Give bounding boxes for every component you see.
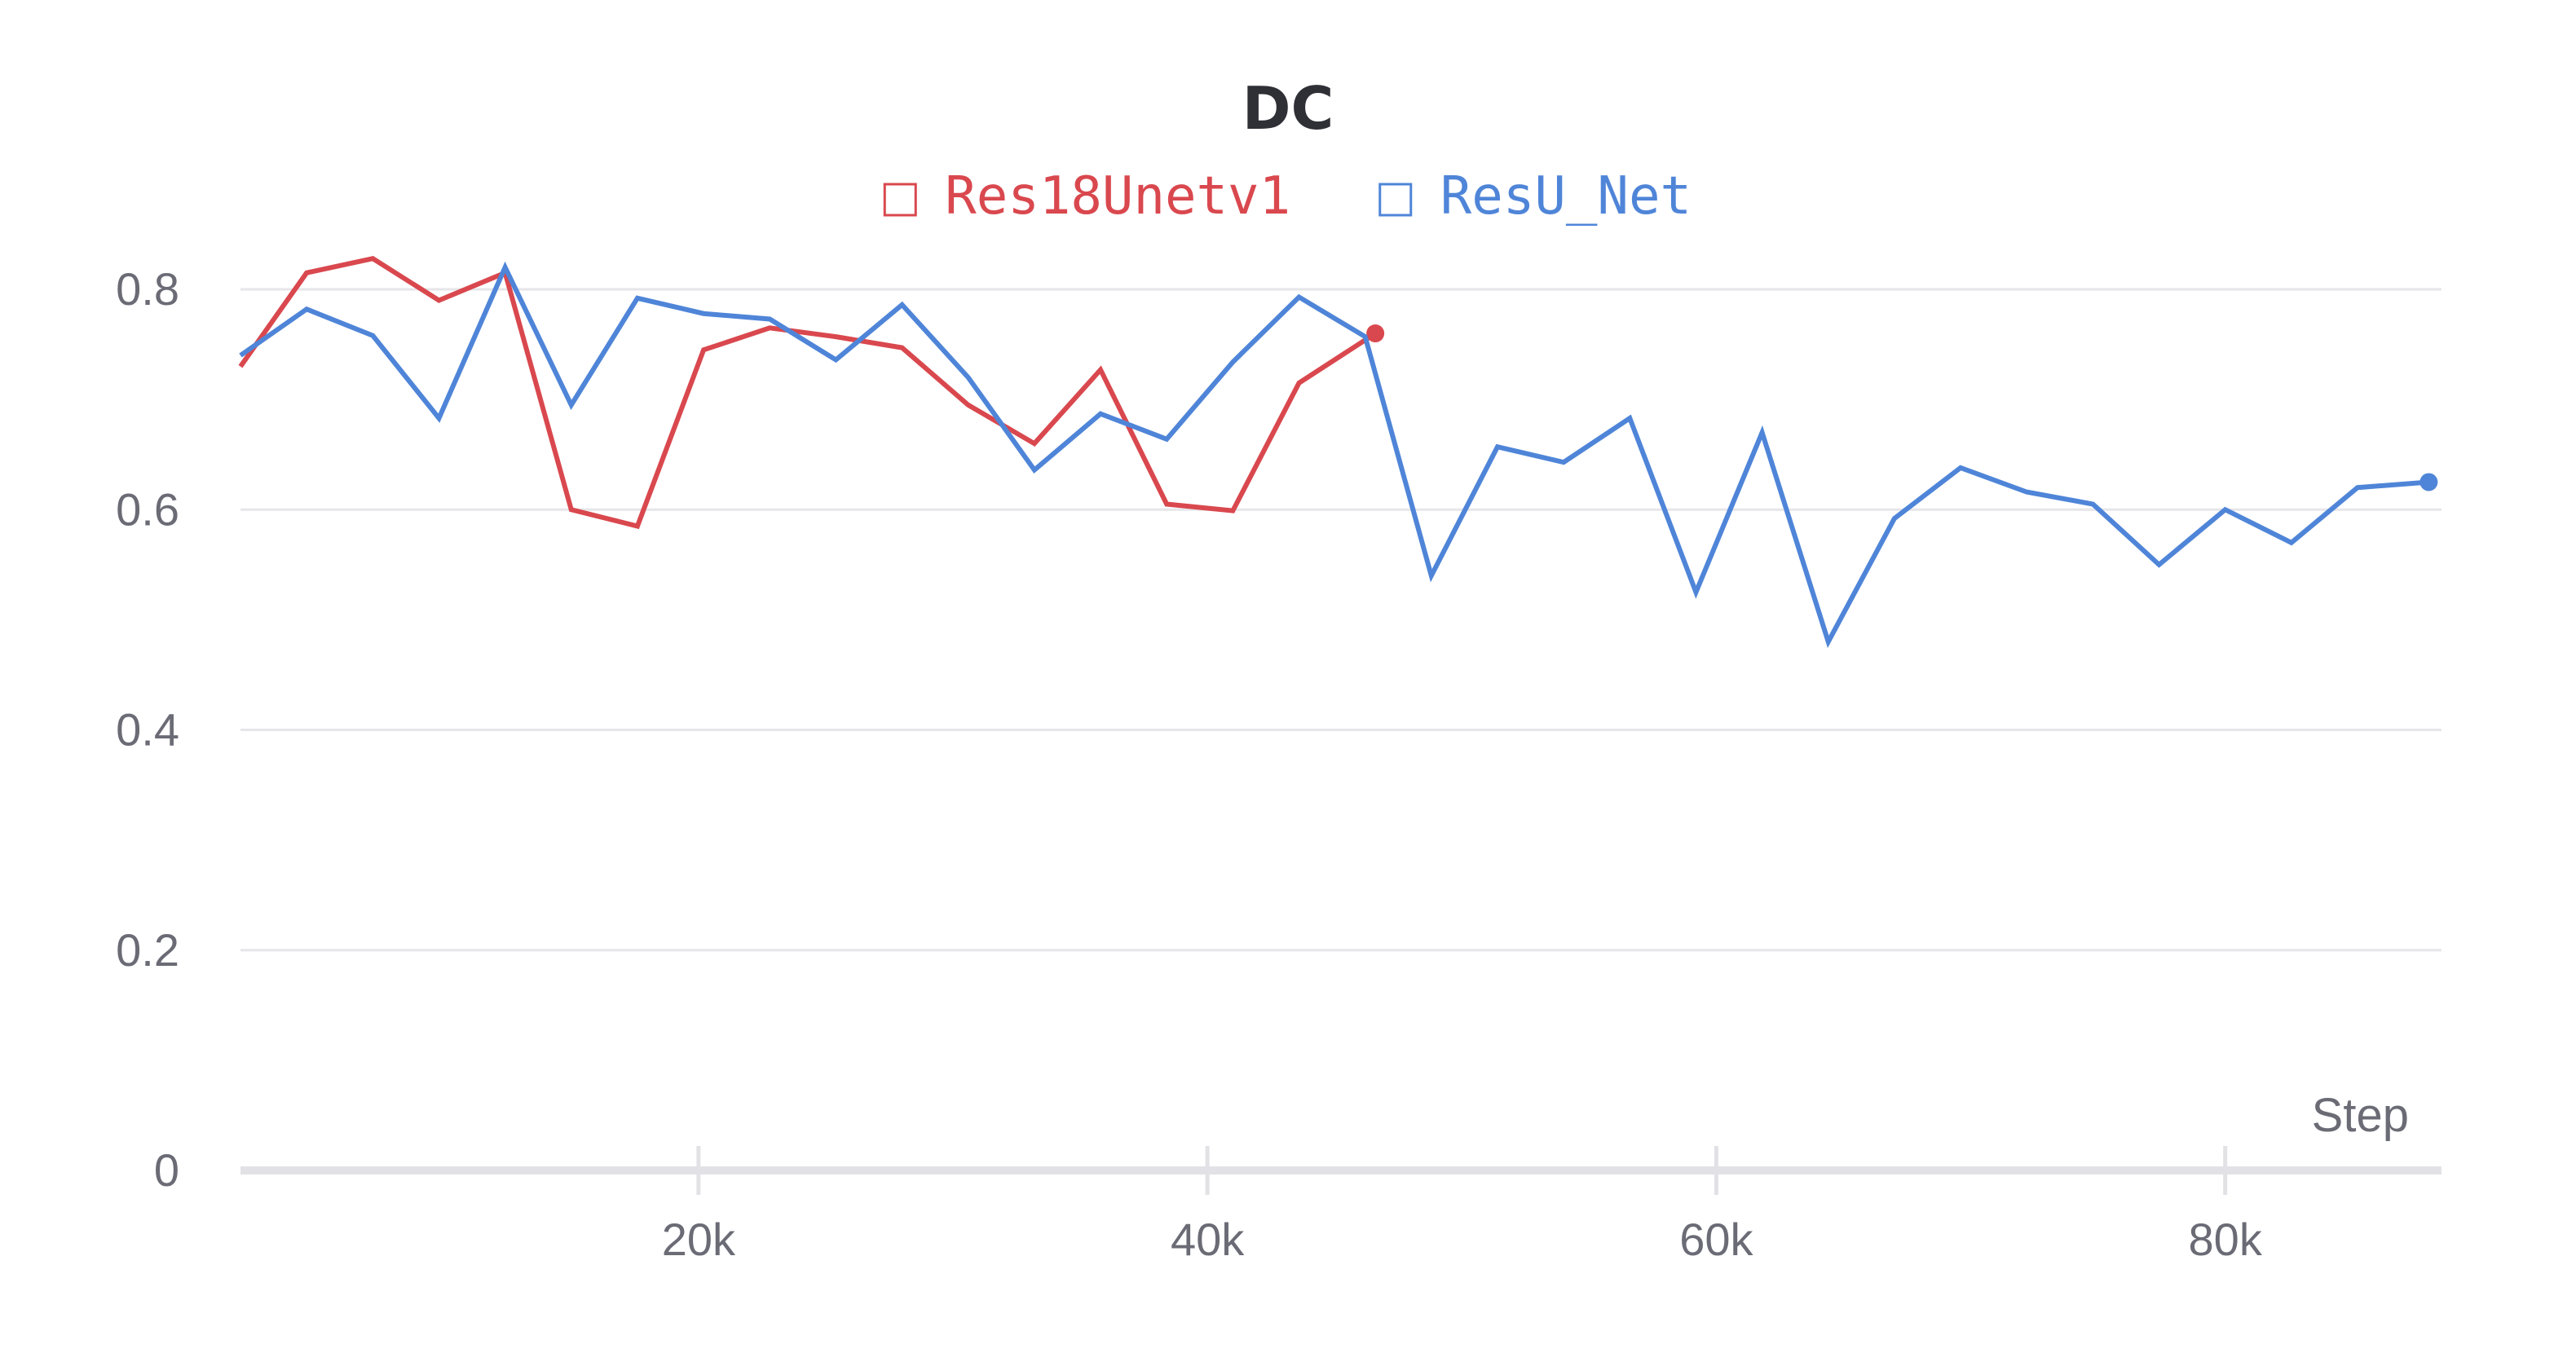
legend-swatch xyxy=(883,183,917,217)
y-tick-label: 0.8 xyxy=(116,263,179,315)
legend-label: ResU_Net xyxy=(1440,166,1692,227)
chart-title: DC xyxy=(1242,74,1334,143)
x-tick-label: 40k xyxy=(1171,1214,1245,1265)
series-group xyxy=(238,255,2438,649)
x-tick-label: 60k xyxy=(1679,1214,1753,1265)
series-line xyxy=(238,255,1377,530)
y-axis: 0 0.2 0.4 0.6 0.8 xyxy=(116,263,179,1196)
legend-item[interactable]: ResU_Net xyxy=(1378,166,1692,227)
y-tick-label: 0.2 xyxy=(116,924,179,976)
legend-item[interactable]: Res18Unetv1 xyxy=(883,166,1290,227)
x-tick-label: 80k xyxy=(2189,1214,2263,1265)
legend-label: Res18Unetv1 xyxy=(945,166,1290,227)
grid-lines xyxy=(240,288,2441,952)
x-tick-label: 20k xyxy=(662,1214,736,1265)
series-end-marker xyxy=(1366,324,1385,343)
series-line xyxy=(239,261,2429,649)
x-axis-label: Step xyxy=(2312,1089,2409,1142)
y-tick-label: 0.4 xyxy=(116,704,179,756)
x-axis: 20k 40k 60k 80k xyxy=(240,1146,2441,1265)
legend: Res18Unetv1 ResU_Net xyxy=(883,166,1692,227)
y-tick-label: 0 xyxy=(154,1144,179,1196)
series-end-marker xyxy=(2419,473,2438,491)
y-tick-label: 0.6 xyxy=(116,483,179,535)
legend-swatch xyxy=(1378,183,1413,217)
